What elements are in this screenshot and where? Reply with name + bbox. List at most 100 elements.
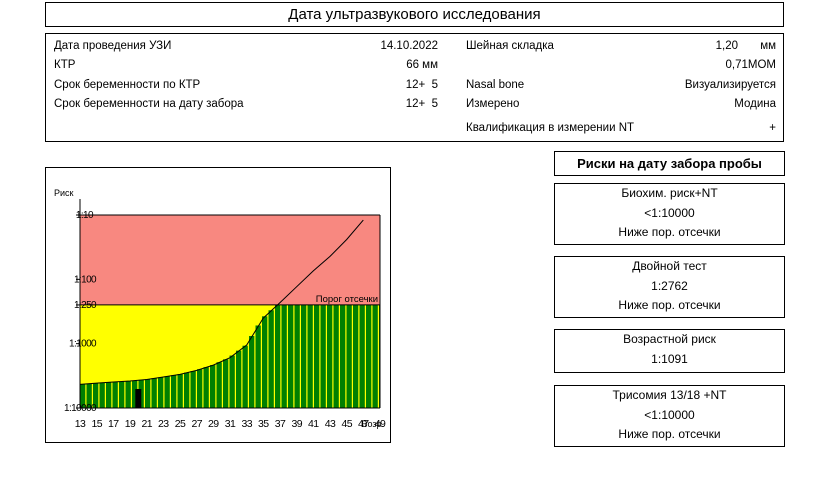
- low-risk-bar: [223, 359, 229, 408]
- x-tick-label: 49: [375, 418, 386, 430]
- info-label: Nasal bone: [466, 79, 525, 91]
- low-risk-bar: [307, 304, 313, 408]
- high-risk-zone: [80, 215, 380, 305]
- low-risk-bar: [268, 310, 274, 408]
- risk-block-name: Трисомия 13/18 +NT: [612, 388, 727, 402]
- y-tick-label: 1:250: [74, 300, 97, 311]
- risk-chart: Порог отсечки 1:10 1:100 1:250 1:1000 1:1000…: [54, 188, 387, 430]
- x-tick-label: 39: [291, 418, 302, 430]
- low-risk-bar: [203, 367, 209, 408]
- low-risk-bar: [294, 304, 300, 408]
- low-risk-bar: [112, 381, 118, 408]
- info-row-ktr: КТР 66 мм: [54, 57, 438, 73]
- low-risk-bar: [288, 304, 294, 408]
- low-risk-bar: [145, 379, 151, 408]
- info-value: 14.10.2022: [380, 40, 438, 52]
- y-tick-label: 1:10: [76, 210, 94, 221]
- low-risk-bar: [379, 304, 380, 408]
- x-tick-label: 19: [125, 418, 136, 430]
- x-tick-label: 43: [325, 418, 336, 430]
- x-tick-label: 45: [341, 418, 352, 430]
- low-risk-bar: [80, 384, 86, 408]
- risk-block-trisomy-13-18: Трисомия 13/18 +NT <1:10000 Ниже пор. от…: [554, 385, 785, 447]
- ultrasound-info-panel: Дата проведения УЗИ 14.10.2022 КТР 66 мм…: [45, 33, 784, 142]
- low-risk-bar: [314, 304, 320, 408]
- info-row-nt-mom: 0,71МОМ: [466, 57, 777, 73]
- low-risk-bar: [99, 382, 105, 408]
- x-tick-label: 13: [75, 418, 86, 430]
- info-unit: мм: [760, 40, 776, 52]
- risk-block-name: Двойной тест: [632, 259, 707, 273]
- page-title-text: Дата ультразвукового исследования: [288, 6, 541, 23]
- low-risk-bar: [93, 383, 99, 408]
- info-value: 12+ 5: [405, 79, 438, 91]
- low-risk-bar: [281, 304, 287, 408]
- patient-age-marker: [135, 389, 142, 408]
- info-row-nasal-bone: Nasal bone Визуализируется: [466, 77, 776, 93]
- risk-block-value: <1:10000: [644, 205, 695, 220]
- info-label: Срок беременности на дату забора: [54, 98, 244, 110]
- risk-block-value: <1:10000: [644, 407, 695, 422]
- y-tick-label: 1:1000: [69, 339, 97, 350]
- risk-block-status: Ниже пор. отсечки: [618, 427, 721, 441]
- low-risk-bar: [327, 304, 333, 408]
- low-risk-bar: [255, 325, 261, 408]
- low-risk-bar: [242, 345, 248, 408]
- low-risk-bar: [190, 371, 196, 408]
- low-risk-bar: [171, 375, 177, 408]
- x-tick-label: 33: [241, 418, 252, 430]
- low-risk-bar: [197, 369, 203, 408]
- low-risk-bar: [236, 350, 242, 408]
- risks-title: Риски на дату забора пробы: [554, 151, 785, 176]
- info-row-date: Дата проведения УЗИ 14.10.2022: [54, 38, 438, 54]
- risk-block-biochem: Биохим. риск+NT <1:10000 Ниже пор. отсеч…: [554, 183, 785, 245]
- info-label: Шейная складка: [466, 40, 554, 52]
- info-value: Модина: [734, 98, 776, 110]
- low-risk-bar: [320, 304, 326, 408]
- info-label: Дата проведения УЗИ: [54, 40, 172, 52]
- info-label: КТР: [54, 59, 76, 71]
- x-tick-label: 23: [158, 418, 169, 430]
- low-risk-bar: [340, 304, 346, 408]
- y-tick-label: 1:100: [74, 274, 97, 285]
- risk-block-double-test: Двойной тест 1:2762 Ниже пор. отсечки: [554, 256, 785, 318]
- x-tick-label: 27: [191, 418, 202, 430]
- low-risk-bar: [346, 304, 352, 408]
- x-tick-label: 37: [275, 418, 286, 430]
- x-tick-label: 31: [225, 418, 236, 430]
- low-risk-bar: [333, 304, 339, 408]
- risk-block-age: Возрастной риск 1:1091: [554, 329, 785, 373]
- low-risk-bar: [372, 304, 378, 408]
- low-risk-bar: [210, 365, 216, 408]
- low-risk-bar: [229, 355, 235, 408]
- risk-block-status: Ниже пор. отсечки: [618, 225, 721, 239]
- info-row-ga-ktr: Срок беременности по КТР 12+ 5: [54, 77, 438, 93]
- info-row-nt: Шейная складка 1,20 мм: [466, 38, 776, 54]
- x-tick-label: 15: [91, 418, 102, 430]
- x-tick-label: 41: [308, 418, 319, 430]
- low-risk-bar: [151, 378, 157, 408]
- low-risk-bar: [106, 382, 112, 408]
- page-title: Дата ультразвукового исследования: [45, 2, 784, 27]
- low-risk-bar: [119, 381, 125, 408]
- low-risk-bar: [359, 304, 365, 408]
- low-risk-bar: [301, 304, 307, 408]
- risk-curve: [79, 219, 364, 385]
- y-tick-label: 1:10000: [64, 403, 97, 414]
- risk-chart-panel: Порог отсечки 1:10 1:100 1:250 1:1000 1:1000…: [45, 167, 391, 443]
- x-tick-label: 29: [208, 418, 219, 430]
- info-label: Срок беременности по КТР: [54, 79, 201, 91]
- info-value: 12+ 5: [405, 98, 438, 110]
- x-tick-label: 21: [141, 418, 152, 430]
- low-risk-bar: [275, 304, 281, 408]
- x-axis-label: Возр.: [361, 419, 384, 429]
- y-axis-label: Риск: [54, 188, 74, 198]
- low-risk-bar: [158, 377, 164, 408]
- cutoff-label: Порог отсечки: [316, 294, 378, 305]
- info-row-ga-sample: Срок беременности на дату забора 12+ 5: [54, 96, 438, 112]
- risk-block-name: Биохим. риск+NT: [621, 186, 718, 200]
- low-risk-bar: [353, 304, 359, 408]
- x-tick-label: 35: [258, 418, 269, 430]
- info-value: 1,20: [715, 40, 738, 52]
- risk-block-name: Возрастной риск: [623, 332, 716, 346]
